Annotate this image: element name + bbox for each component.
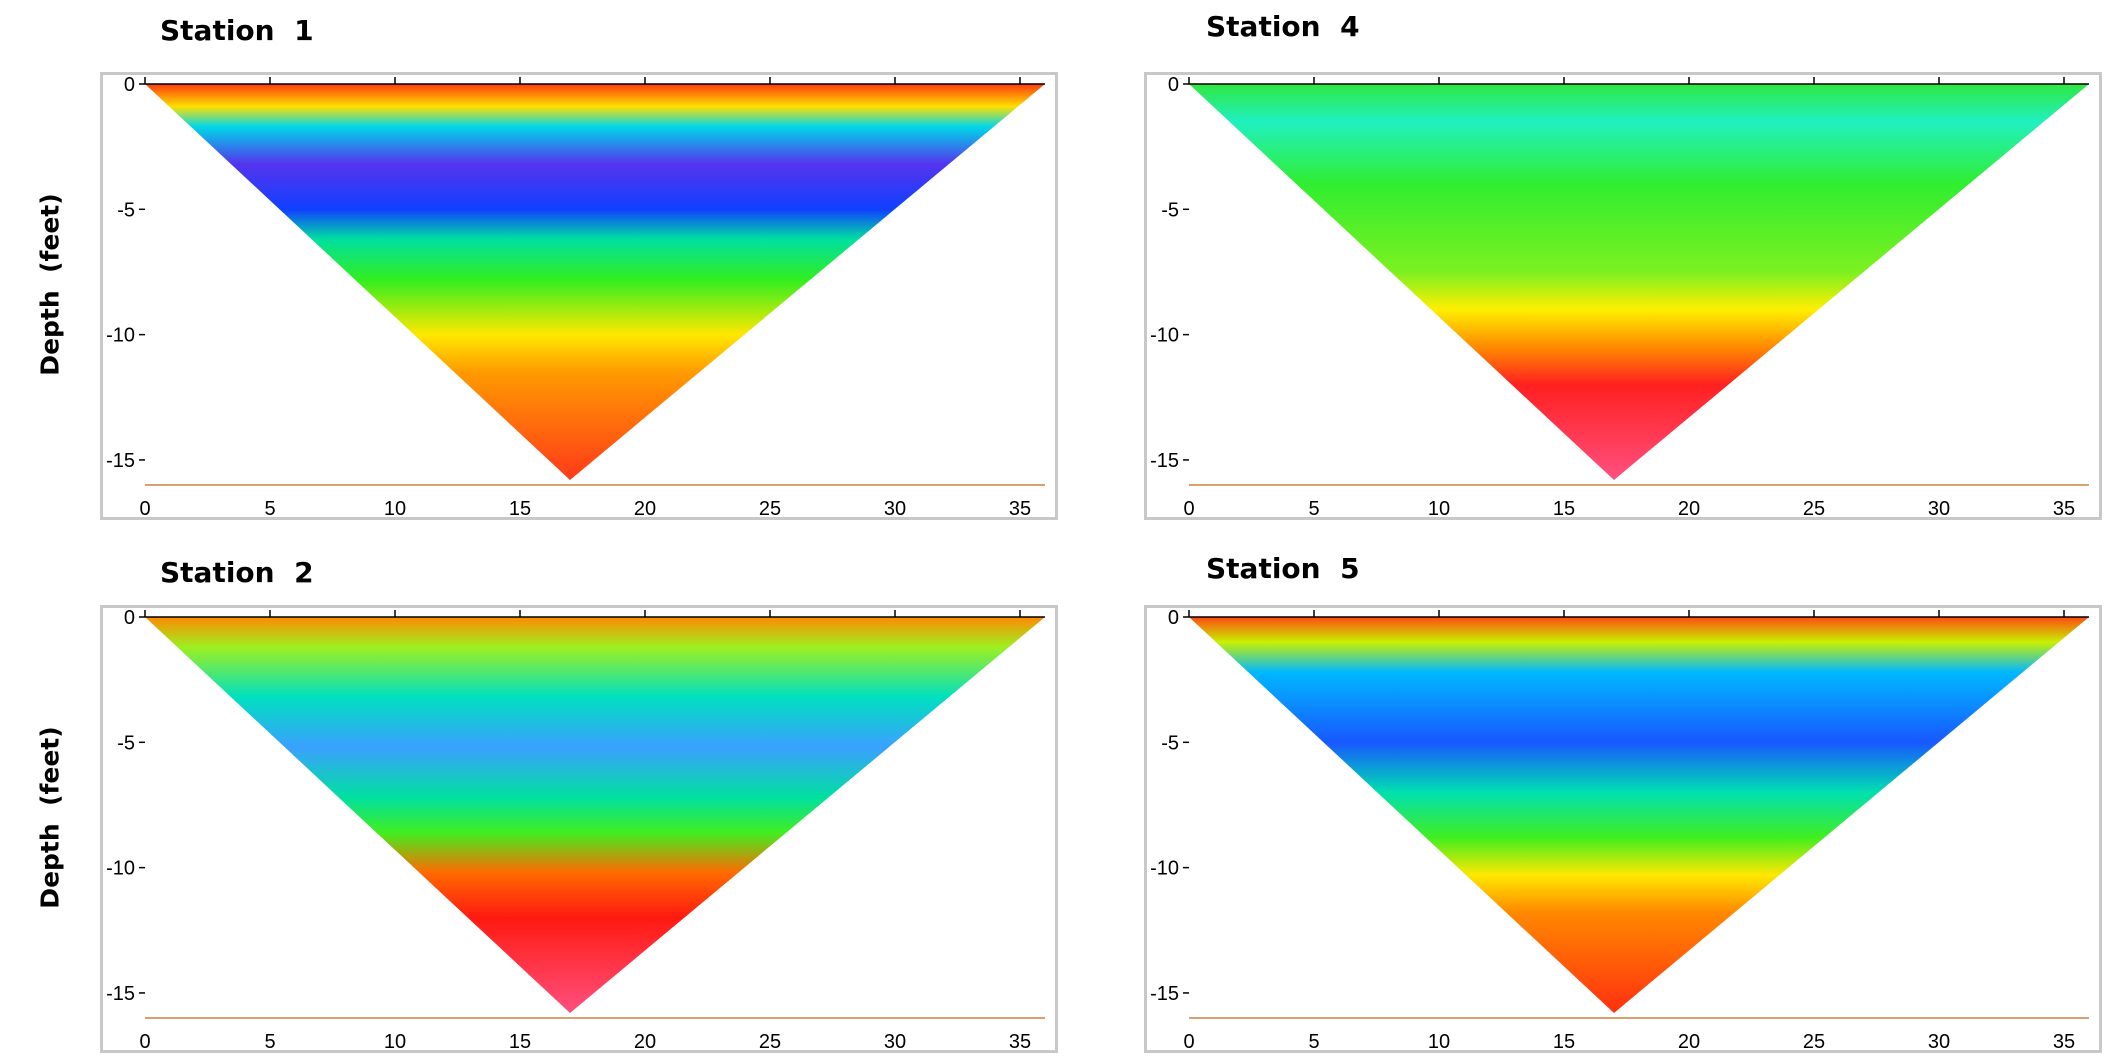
x-tick-label: 35 [2053, 498, 2075, 520]
x-tick-label: 35 [1009, 1031, 1031, 1053]
panel-3-plot: 0 5 10 15 20 25 30 35 0 -5 -10 -15 [100, 605, 1058, 1053]
x-tick-label: 10 [384, 498, 406, 520]
x-tick-label: 5 [1308, 1031, 1319, 1053]
x-tick-label: 15 [509, 1031, 531, 1053]
x-tick-label: 25 [1803, 498, 1825, 520]
x-tick-label: 20 [634, 1031, 656, 1053]
x-tick-label: 25 [1803, 1031, 1825, 1053]
y-axis-label: Depth (feet) [35, 725, 65, 909]
y-tick-label: -15 [1150, 983, 1179, 1005]
panel-title: Station 2 [160, 556, 314, 589]
x-tick-label: 15 [1553, 1031, 1575, 1053]
y-tick-label: -15 [106, 450, 135, 472]
panel-1-plot: 0 5 10 15 20 25 30 35 0 -5 -10 -15 [100, 72, 1058, 520]
y-tick-label: -10 [106, 325, 135, 347]
x-tick-label: 25 [759, 1031, 781, 1053]
y-tick-label: 0 [124, 607, 135, 629]
x-tick-label: 25 [759, 498, 781, 520]
x-tick-label: 10 [1428, 498, 1450, 520]
y-axis-label: Depth (feet) [35, 192, 65, 376]
resistivity-section [145, 617, 1045, 1013]
x-tick-label: 5 [264, 498, 275, 520]
x-tick-label: 0 [139, 1031, 150, 1053]
x-tick-label: 20 [1678, 498, 1700, 520]
x-tick-label: 20 [1678, 1031, 1700, 1053]
x-tick-label: 0 [1183, 498, 1194, 520]
x-tick-label: 5 [1308, 498, 1319, 520]
x-tick-label: 30 [884, 498, 906, 520]
x-tick-label: 35 [1009, 498, 1031, 520]
x-tick-label: 30 [1928, 498, 1950, 520]
x-tick-label: 5 [264, 1031, 275, 1053]
y-tick-label: -15 [106, 983, 135, 1005]
x-tick-label: 0 [139, 498, 150, 520]
y-tick-label: -10 [106, 858, 135, 880]
resistivity-section [1189, 617, 2089, 1013]
x-tick-label: 30 [1928, 1031, 1950, 1053]
x-tick-label: 10 [1428, 1031, 1450, 1053]
x-tick-label: 35 [2053, 1031, 2075, 1053]
y-tick-label: -15 [1150, 450, 1179, 472]
y-tick-label: 0 [1168, 74, 1179, 96]
x-tick-label: 0 [1183, 1031, 1194, 1053]
panel-2-plot: 0 5 10 15 20 25 30 35 0 -5 -10 -15 [1144, 72, 2102, 520]
panel-title: Station 1 [160, 14, 314, 47]
x-tick-label: 15 [509, 498, 531, 520]
panel-title: Station 5 [1206, 552, 1360, 585]
y-tick-label: -5 [1161, 732, 1179, 754]
y-tick-label: 0 [124, 74, 135, 96]
y-tick-label: -10 [1150, 858, 1179, 880]
x-tick-label: 15 [1553, 498, 1575, 520]
x-tick-label: 30 [884, 1031, 906, 1053]
y-tick-label: -10 [1150, 325, 1179, 347]
panel-title: Station 4 [1206, 10, 1360, 43]
y-tick-label: -5 [117, 732, 135, 754]
x-tick-label: 10 [384, 1031, 406, 1053]
resistivity-section [1189, 84, 2089, 480]
y-tick-label: -5 [117, 199, 135, 221]
resistivity-section [145, 84, 1045, 480]
y-tick-label: 0 [1168, 607, 1179, 629]
x-tick-label: 20 [634, 498, 656, 520]
panel-4-plot: 0 5 10 15 20 25 30 35 0 -5 -10 -15 [1144, 605, 2102, 1053]
y-tick-label: -5 [1161, 199, 1179, 221]
